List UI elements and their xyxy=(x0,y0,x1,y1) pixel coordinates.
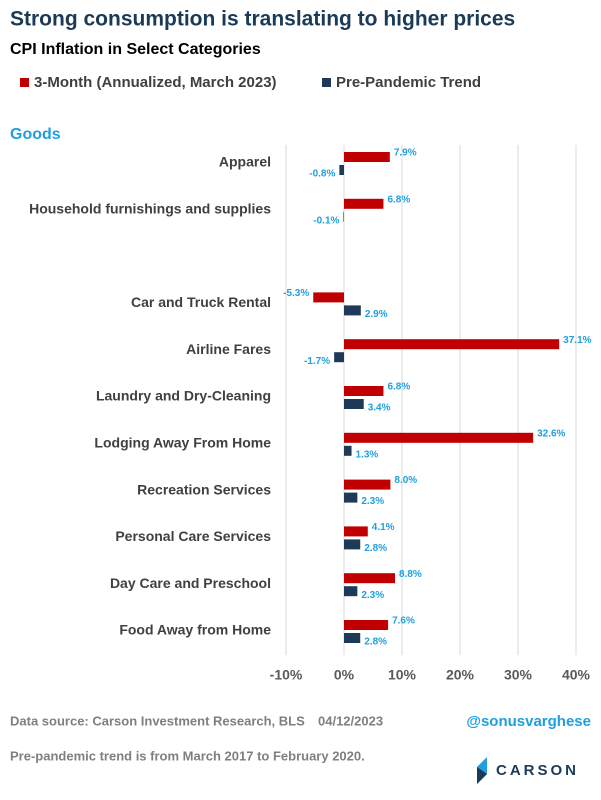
category-label: Food Away from Home xyxy=(119,622,271,638)
bar xyxy=(344,339,560,350)
value-label: -0.1% xyxy=(313,215,339,226)
note: Pre-pandemic trend is from March 2017 to… xyxy=(10,748,365,763)
logo-text: CARSON xyxy=(496,762,579,779)
category-label: Apparel xyxy=(219,154,271,170)
legend-label: Pre-Pandemic Trend xyxy=(336,74,481,91)
bar xyxy=(344,620,389,630)
category-label: Car and Truck Rental xyxy=(131,294,271,310)
category-label: Recreation Services xyxy=(137,481,271,497)
value-label: 2.3% xyxy=(361,496,384,507)
x-tick-label: 0% xyxy=(334,667,355,683)
category-label: Laundry and Dry-Cleaning xyxy=(96,388,271,404)
category-label: Day Care and Preschool xyxy=(110,575,271,591)
bar xyxy=(344,152,390,162)
x-tick-label: 30% xyxy=(504,667,533,683)
value-label: 4.1% xyxy=(372,522,395,533)
x-tick-label: 20% xyxy=(446,667,475,683)
value-label: 37.1% xyxy=(563,335,591,346)
bar xyxy=(344,198,384,209)
legend-swatch xyxy=(20,78,29,87)
legend-swatch xyxy=(322,78,331,87)
bar xyxy=(344,432,534,443)
bar xyxy=(344,633,361,643)
logo-icon xyxy=(477,757,487,784)
bar xyxy=(344,539,361,550)
chart-subtitle: CPI Inflation in Select Categories xyxy=(10,41,261,58)
category-label: Household furnishings and supplies xyxy=(29,201,271,217)
bar xyxy=(313,292,344,303)
chart-title: Strong consumption is translating to hig… xyxy=(10,8,515,31)
x-tick-label: -10% xyxy=(270,667,303,683)
value-label: 2.9% xyxy=(365,309,388,320)
bar xyxy=(343,211,344,222)
value-label: -1.7% xyxy=(304,356,330,367)
value-label: 2.3% xyxy=(361,590,384,601)
bar xyxy=(344,386,384,396)
value-label: 2.8% xyxy=(364,637,387,648)
date: 04/12/2023 xyxy=(318,713,383,728)
handle: @sonusvarghese xyxy=(466,713,591,730)
value-label: 7.9% xyxy=(394,148,417,159)
section-label: Goods xyxy=(10,126,61,143)
category-label: Lodging Away From Home xyxy=(94,435,271,451)
bar xyxy=(344,445,352,456)
value-label: 2.8% xyxy=(364,543,387,554)
bar xyxy=(344,586,358,597)
value-label: 6.8% xyxy=(387,382,410,393)
bar xyxy=(344,305,361,316)
value-label: 7.6% xyxy=(392,616,415,627)
value-label: 32.6% xyxy=(537,428,565,439)
x-tick-label: 40% xyxy=(562,667,591,683)
value-label: 1.3% xyxy=(356,449,379,460)
bar xyxy=(344,492,358,503)
bar xyxy=(344,479,391,490)
x-tick-label: 10% xyxy=(388,667,417,683)
bar xyxy=(344,573,396,584)
bar xyxy=(344,399,364,409)
value-label: 3.4% xyxy=(368,403,391,414)
value-label: -5.3% xyxy=(283,288,309,299)
legend-label: 3-Month (Annualized, March 2023) xyxy=(34,74,277,91)
value-label: 8.8% xyxy=(399,569,422,580)
value-label: 8.0% xyxy=(394,475,417,486)
bar xyxy=(334,352,344,363)
category-label: Airline Fares xyxy=(186,341,271,357)
category-label: Personal Care Services xyxy=(115,528,271,544)
bar xyxy=(339,165,344,175)
source: Data source: Carson Investment Research,… xyxy=(10,713,305,728)
value-label: -0.8% xyxy=(309,169,335,180)
value-label: 6.8% xyxy=(387,194,410,205)
bar xyxy=(344,526,368,537)
